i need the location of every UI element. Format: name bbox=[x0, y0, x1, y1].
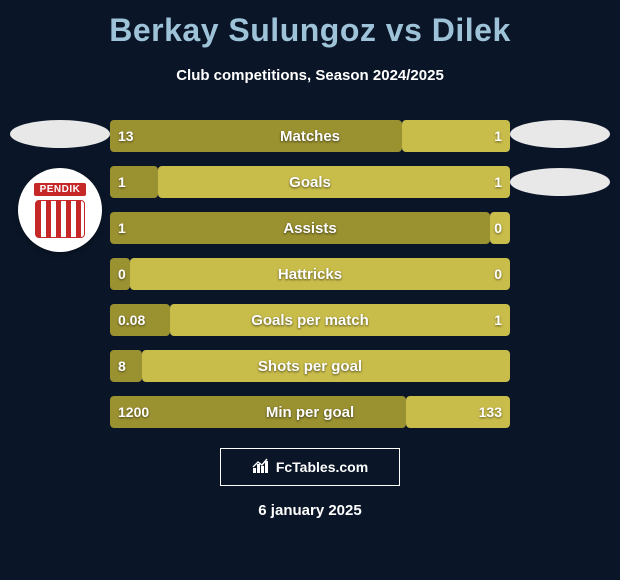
attribution-box: FcTables.com bbox=[220, 448, 400, 486]
stat-row: 00Hattricks bbox=[110, 258, 510, 290]
stat-row: 10Assists bbox=[110, 212, 510, 244]
stat-bar-right: 0 bbox=[490, 212, 510, 244]
player-placeholder-right-1 bbox=[510, 120, 610, 148]
attribution-text: FcTables.com bbox=[276, 459, 368, 475]
chart-icon bbox=[252, 458, 270, 477]
stat-bar-right: 0 bbox=[130, 258, 510, 290]
team-badge-left-label: PENDIK bbox=[34, 183, 87, 196]
stat-row: 11Goals bbox=[110, 166, 510, 198]
stat-value-left: 0.08 bbox=[118, 312, 145, 328]
stat-bar-left: 13 bbox=[110, 120, 402, 152]
stat-value-right: 1 bbox=[494, 174, 502, 190]
stat-bar-left: 0.08 bbox=[110, 304, 170, 336]
stat-bar-left: 1 bbox=[110, 212, 490, 244]
stat-bar-left: 8 bbox=[110, 350, 142, 382]
right-team-column bbox=[510, 120, 610, 216]
stat-value-left: 1 bbox=[118, 174, 126, 190]
stat-bar-right: 1 bbox=[170, 304, 510, 336]
stat-value-right: 133 bbox=[479, 404, 502, 420]
stat-bar-right bbox=[142, 350, 510, 382]
player-placeholder-left bbox=[10, 120, 110, 148]
stat-value-right: 0 bbox=[494, 266, 502, 282]
stat-bar-right: 133 bbox=[406, 396, 510, 428]
page-title: Berkay Sulungoz vs Dilek bbox=[0, 0, 620, 49]
stat-row: 1200133Min per goal bbox=[110, 396, 510, 428]
subtitle: Club competitions, Season 2024/2025 bbox=[0, 67, 620, 84]
stat-value-left: 1 bbox=[118, 220, 126, 236]
stat-value-left: 8 bbox=[118, 358, 126, 374]
player-placeholder-right-2 bbox=[510, 168, 610, 196]
team-badge-left: PENDIK bbox=[18, 168, 102, 252]
stat-value-right: 1 bbox=[494, 128, 502, 144]
stat-bar-left: 1 bbox=[110, 166, 158, 198]
date-text: 6 january 2025 bbox=[0, 502, 620, 519]
stat-row: 0.081Goals per match bbox=[110, 304, 510, 336]
stat-value-right: 0 bbox=[494, 220, 502, 236]
stat-value-left: 13 bbox=[118, 128, 134, 144]
stat-bar-left: 0 bbox=[110, 258, 130, 290]
stat-bar-right: 1 bbox=[402, 120, 510, 152]
stat-value-left: 1200 bbox=[118, 404, 149, 420]
stat-bar-left: 1200 bbox=[110, 396, 406, 428]
stat-value-left: 0 bbox=[118, 266, 126, 282]
comparison-chart: 131Matches11Goals10Assists00Hattricks0.0… bbox=[110, 120, 510, 442]
left-team-column: PENDIK bbox=[10, 120, 110, 252]
stat-row: 131Matches bbox=[110, 120, 510, 152]
stat-value-right: 1 bbox=[494, 312, 502, 328]
team-badge-left-stripes bbox=[35, 200, 85, 238]
stat-row: 8Shots per goal bbox=[110, 350, 510, 382]
stat-bar-right: 1 bbox=[158, 166, 510, 198]
